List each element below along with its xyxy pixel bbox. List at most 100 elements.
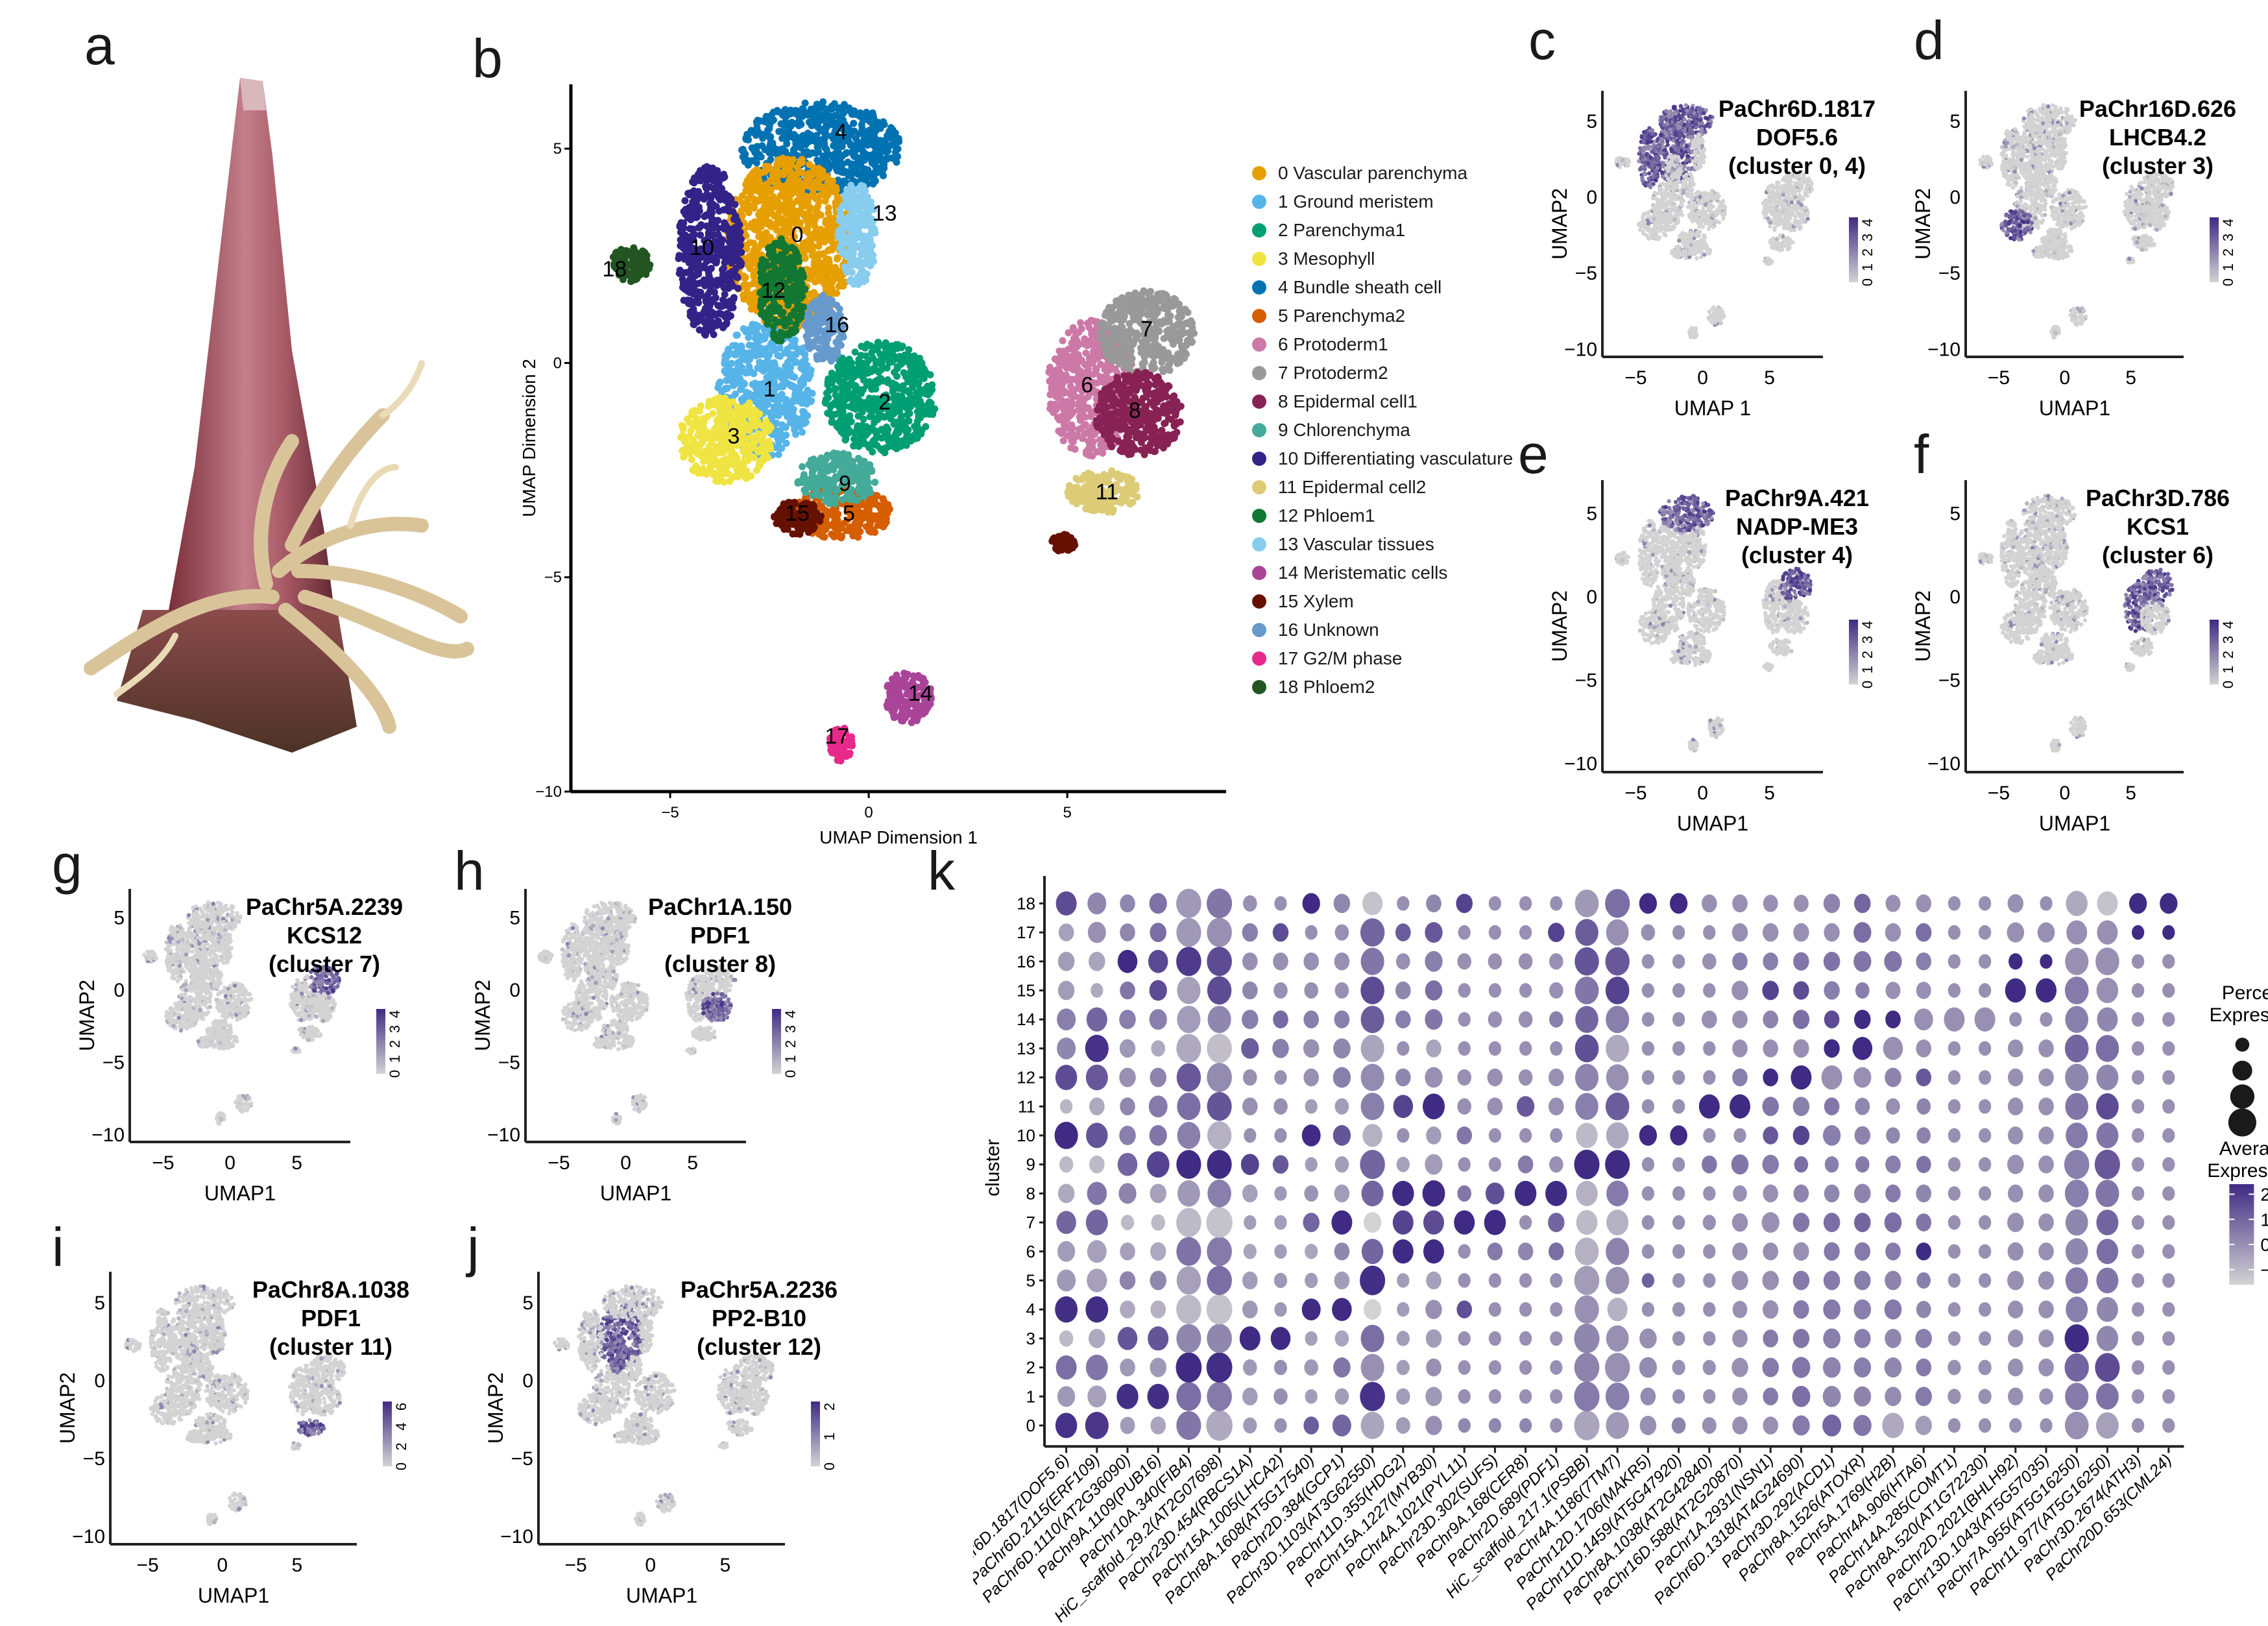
dot xyxy=(1177,1180,1200,1207)
dot xyxy=(1606,1209,1629,1235)
dot xyxy=(1574,1149,1600,1180)
legend-swatch xyxy=(1252,423,1266,437)
dot xyxy=(1607,1297,1628,1322)
dot xyxy=(1576,1180,1598,1206)
color-legend-bar xyxy=(2229,1184,2254,1285)
x-axis-label: UMAP1 xyxy=(600,1182,671,1205)
dot xyxy=(1176,1266,1201,1295)
dot xyxy=(1916,894,1932,913)
colorbar-tick-label: 2 xyxy=(821,1403,838,1411)
dot xyxy=(1148,1095,1168,1118)
dot xyxy=(2038,1039,2054,1058)
dot xyxy=(2064,1034,2089,1063)
dot xyxy=(1273,1359,1288,1376)
dot xyxy=(1426,1358,1442,1377)
dot xyxy=(1085,1064,1108,1091)
dot xyxy=(1305,1272,1318,1289)
dot xyxy=(1549,982,1563,999)
dot xyxy=(1855,1097,1870,1115)
x-tick-label: 0 xyxy=(224,1152,235,1174)
panel-label-e: e xyxy=(1518,427,1549,481)
dot xyxy=(1948,983,1961,998)
dot xyxy=(1854,1213,1871,1232)
dot xyxy=(1120,1242,1135,1261)
dot xyxy=(1425,1387,1442,1407)
dot xyxy=(1823,951,1840,971)
x-tick-label: −5 xyxy=(1988,367,2010,389)
y-tick-label: 5 xyxy=(1586,503,1597,524)
dot xyxy=(1672,1098,1685,1114)
dot xyxy=(1824,981,1840,1000)
dot xyxy=(1273,1272,1288,1289)
dot xyxy=(1519,1331,1532,1346)
dot xyxy=(1488,1011,1502,1028)
dot xyxy=(1305,1157,1318,1172)
dot xyxy=(1791,1065,1812,1090)
dot xyxy=(2038,1184,2054,1203)
dot xyxy=(1334,1184,1350,1203)
feature-points xyxy=(124,1284,346,1527)
y-tick-label: 5 xyxy=(553,140,562,158)
colorbar-tick-label: 1 xyxy=(782,1055,799,1063)
dot xyxy=(1732,1329,1748,1348)
panel-label-a: a xyxy=(84,18,115,73)
legend-label: 7 Protoderm2 xyxy=(1278,363,1388,383)
dot xyxy=(1639,893,1658,914)
dot xyxy=(1396,953,1410,970)
dot xyxy=(1272,1038,1289,1058)
dot xyxy=(1550,1302,1563,1317)
dot xyxy=(1488,896,1502,911)
dot xyxy=(2160,893,2178,914)
dot xyxy=(1948,1070,1961,1085)
dot xyxy=(1089,1155,1105,1174)
colorbar-tick-label: 3 xyxy=(1859,636,1876,644)
dot xyxy=(1488,1302,1502,1317)
dot xyxy=(1823,1213,1840,1232)
color-legend-label: 1 xyxy=(2260,1209,2268,1230)
dot xyxy=(2064,1324,2089,1353)
legend-label: 16 Unknown xyxy=(1278,620,1379,640)
shoot-tip xyxy=(240,78,266,110)
dot xyxy=(1176,1324,1201,1353)
colorbar-tick-label: 0 xyxy=(2220,681,2236,688)
dot xyxy=(1762,1270,1779,1291)
legend-label: 3 Mesophyll xyxy=(1278,249,1375,269)
cluster-note: (cluster 7) xyxy=(269,951,380,977)
gene-name: PDF1 xyxy=(690,922,750,949)
x-tick-label: 5 xyxy=(1764,783,1775,804)
dot xyxy=(1854,1270,1871,1291)
dot xyxy=(1425,1416,1442,1435)
dot xyxy=(1914,1008,1933,1031)
y-axis-label: UMAP2 xyxy=(1548,188,1571,260)
colorbar-tick-label: 0 xyxy=(821,1462,838,1470)
legend-label: 5 Parenchyma2 xyxy=(1278,306,1405,326)
dot xyxy=(1703,1041,1716,1056)
dot xyxy=(1732,1039,1748,1058)
dot xyxy=(1273,952,1288,971)
dot xyxy=(1884,1212,1902,1233)
dot xyxy=(1274,1302,1287,1317)
dot xyxy=(1604,1353,1630,1383)
dot xyxy=(1458,1012,1471,1027)
dot xyxy=(2007,1387,2023,1406)
dot xyxy=(2131,1128,2145,1143)
dot xyxy=(1242,1387,1258,1406)
dot xyxy=(1519,1215,1532,1230)
dot xyxy=(1886,1098,1900,1115)
dot xyxy=(1853,1299,1872,1320)
dot xyxy=(1117,949,1138,973)
y-axis-label: UMAP2 xyxy=(1911,188,1935,260)
dot xyxy=(1978,1418,1992,1433)
dot xyxy=(1576,1122,1598,1148)
dot xyxy=(1117,1327,1138,1350)
y-tick-label: 5 xyxy=(94,1292,105,1314)
gene-name: PDF1 xyxy=(301,1305,361,1331)
dot xyxy=(1243,1069,1257,1086)
panel-label-k: k xyxy=(928,843,955,898)
y-tick-label: 17 xyxy=(1017,923,1035,942)
dot xyxy=(1086,1122,1108,1148)
dot xyxy=(1518,1011,1533,1028)
legend-label: 4 Bundle sheath cell xyxy=(1278,277,1442,298)
dot xyxy=(1301,1298,1321,1321)
legend-label: 2 Parenchyma1 xyxy=(1278,220,1405,241)
